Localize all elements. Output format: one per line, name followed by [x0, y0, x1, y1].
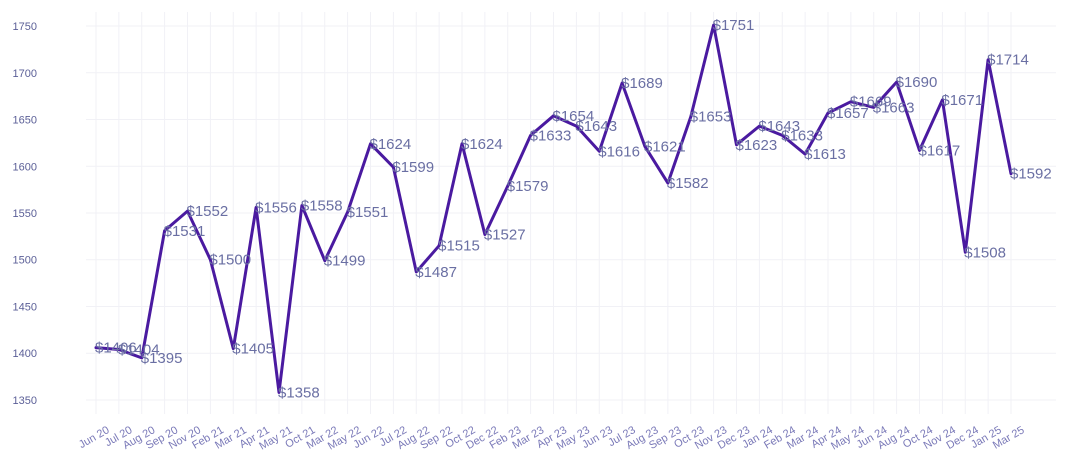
data-label: $1621 [644, 139, 686, 156]
y-tick-label: 1650 [13, 115, 37, 127]
data-label: $1404 [118, 341, 160, 358]
grid [86, 12, 1056, 414]
y-tick-label: 1750 [13, 21, 37, 33]
data-label: $1669 [850, 94, 892, 111]
data-label: $1616 [598, 143, 640, 160]
data-label: $1358 [278, 384, 320, 401]
data-label: $1599 [392, 159, 434, 176]
data-label: $1582 [667, 175, 709, 192]
data-label: $1579 [507, 178, 549, 195]
y-tick-label: 1550 [13, 208, 37, 220]
y-tick-label: 1500 [13, 255, 37, 267]
data-label: $1751 [713, 17, 755, 34]
data-label: $1623 [736, 137, 778, 154]
data-label: $1624 [370, 136, 412, 153]
data-label: $1552 [187, 203, 229, 220]
data-label: $1405 [232, 341, 274, 358]
data-label: $1643 [758, 118, 800, 135]
data-label: $1689 [621, 75, 663, 92]
data-label: $1633 [530, 127, 572, 144]
data-label: $1592 [1010, 166, 1052, 183]
data-label: $1508 [964, 244, 1006, 261]
data-label: $1500 [209, 252, 251, 269]
price-series-line [94, 23, 1013, 394]
data-label: $1633 [781, 127, 823, 144]
data-label: $1654 [553, 108, 595, 125]
data-label: $1556 [255, 199, 297, 216]
y-tick-label: 1400 [13, 348, 37, 360]
data-label: $1527 [484, 227, 526, 244]
data-label: $1406 [95, 340, 137, 357]
data-label: $1657 [827, 105, 869, 122]
data-labels: $1406$1404$1395 $1531 $1552 $1500 $1405 $1556… [95, 17, 1052, 401]
data-label: $1624 [461, 136, 503, 153]
y-tick-label: 1600 [13, 161, 37, 173]
data-label: $1515 [438, 238, 480, 255]
data-label: $1558 [301, 198, 343, 215]
data-label: $1671 [941, 92, 983, 109]
y-tick-label: 1450 [13, 301, 37, 313]
y-axis-ticks: 1350 1400 1450 1500 1550 1600 1650 1700 1750 [13, 21, 37, 407]
y-tick-label: 1700 [13, 68, 37, 80]
data-label: $1690 [896, 74, 938, 91]
data-label: $1663 [873, 99, 915, 116]
data-label: $1714 [987, 52, 1029, 69]
data-label: $1395 [141, 350, 183, 367]
data-label: $1499 [324, 253, 366, 270]
data-label: $1643 [575, 118, 617, 135]
data-label: $1613 [804, 146, 846, 163]
data-label: $1487 [415, 264, 457, 281]
y-tick-label: 1350 [13, 395, 37, 407]
data-label: $1617 [919, 142, 961, 159]
data-label: $1551 [347, 204, 389, 221]
data-label: $1653 [690, 109, 732, 126]
data-label: $1531 [164, 223, 206, 240]
